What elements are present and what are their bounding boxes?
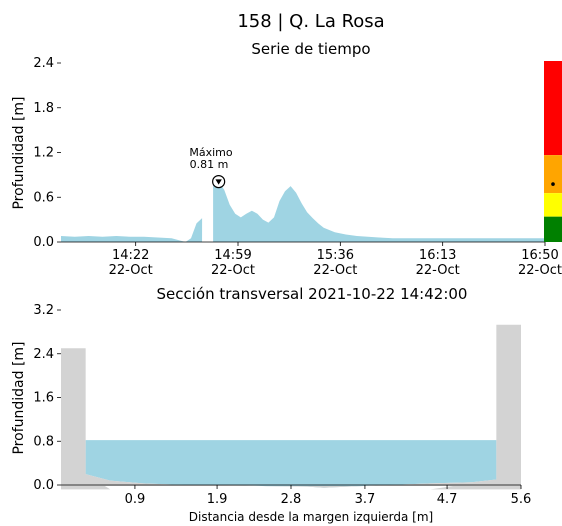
y-tick-label: 2.4 bbox=[33, 56, 54, 71]
water-section bbox=[85, 440, 497, 488]
timeseries-axes: 0.00.61.21.82.414:2222-Oct14:5922-Oct15:… bbox=[33, 56, 562, 278]
x-tick-label: 2.8 bbox=[281, 492, 302, 507]
x-tick-label: 3.7 bbox=[355, 492, 376, 507]
current-level-dot bbox=[551, 182, 555, 186]
max-label: Máximo bbox=[189, 146, 233, 159]
x-tick-time: 14:22 bbox=[112, 248, 149, 263]
x-tick-time: 16:50 bbox=[521, 248, 558, 263]
y-tick-label: 1.2 bbox=[33, 146, 54, 161]
y-tick-label: 1.6 bbox=[33, 391, 54, 406]
section-xlabel: Distancia desde la margen izquierda [m] bbox=[189, 510, 433, 524]
depth-area-segment-1 bbox=[213, 181, 545, 242]
x-tick-label: 5.6 bbox=[511, 492, 532, 507]
y-tick-label: 0.8 bbox=[33, 434, 54, 449]
cross-section-area bbox=[61, 324, 521, 490]
section-ylabel: Profundidad [m] bbox=[11, 341, 27, 454]
x-tick-label: 0.9 bbox=[125, 492, 146, 507]
alert-green bbox=[544, 216, 562, 242]
x-tick-time: 16:13 bbox=[419, 248, 456, 263]
timeseries-area bbox=[61, 181, 545, 242]
cross-section-axes: 0.0 0.8 1.6 2.4 3.2 0.9 1.9 2.8 3.7 4.7 5.6 bbox=[33, 303, 531, 507]
y-tick-label: 2.4 bbox=[33, 347, 54, 362]
page-title: 158 | Q. La Rosa bbox=[237, 11, 384, 32]
x-tick-date: 22-Oct bbox=[518, 263, 562, 278]
y-tick-label: 0.0 bbox=[33, 235, 54, 250]
x-tick-time: 14:59 bbox=[214, 248, 251, 263]
depth-area-segment-0 bbox=[61, 218, 203, 242]
max-annotation: Máximo 0.81 m bbox=[189, 146, 233, 189]
alert-level-bar bbox=[544, 61, 562, 242]
left-bank bbox=[61, 348, 111, 490]
section-title: Sección transversal 2021-10-22 14:42:00 bbox=[157, 285, 468, 303]
x-tick-label: 4.7 bbox=[437, 492, 458, 507]
y-tick-label: 3.2 bbox=[33, 303, 54, 318]
alert-orange bbox=[544, 155, 562, 194]
y-tick-label: 1.8 bbox=[33, 101, 54, 116]
y-tick-label: 0.0 bbox=[33, 478, 54, 493]
timeseries-ylabel: Profundidad [m] bbox=[11, 96, 27, 209]
x-tick-date: 22-Oct bbox=[211, 263, 255, 278]
page-subtitle: Serie de tiempo bbox=[251, 40, 370, 58]
max-marker-triangle bbox=[215, 179, 222, 185]
x-tick-time: 15:36 bbox=[317, 248, 354, 263]
x-tick-date: 22-Oct bbox=[416, 263, 460, 278]
alert-yellow bbox=[544, 193, 562, 217]
x-tick-date: 22-Oct bbox=[109, 263, 153, 278]
alert-red bbox=[544, 61, 562, 156]
max-value: 0.81 m bbox=[190, 158, 229, 171]
y-tick-label: 0.6 bbox=[33, 190, 54, 205]
x-tick-date: 22-Oct bbox=[313, 263, 357, 278]
right-bank bbox=[430, 324, 521, 490]
x-tick-label: 1.9 bbox=[207, 492, 228, 507]
